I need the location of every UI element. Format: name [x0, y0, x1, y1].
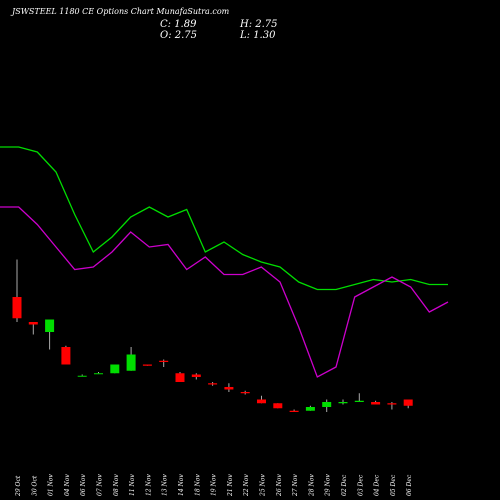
x-tick-label: 13 Nov: [162, 474, 169, 496]
candle: [257, 395, 266, 404]
open-value-label: O: 2.75: [160, 30, 197, 41]
candle-body: [175, 373, 185, 382]
candle-body: [126, 354, 136, 371]
candle: [94, 372, 103, 375]
x-tick-label: 19 Nov: [211, 474, 218, 496]
candle: [371, 400, 381, 405]
candle-body: [273, 403, 283, 409]
candle: [305, 405, 315, 411]
low-value-label: L: 1.30: [239, 30, 276, 41]
x-tick-label: 06 Dec: [406, 474, 413, 496]
candle: [273, 403, 283, 409]
candle: [45, 319, 55, 350]
candle-body: [338, 402, 348, 404]
candle-body: [159, 360, 169, 362]
x-tick-label: 22 Nov: [243, 474, 250, 497]
x-tick-label: 14 Nov: [178, 474, 185, 496]
x-tick-label: 08 Nov: [113, 474, 120, 496]
candle-body: [12, 297, 22, 319]
candle-body: [403, 399, 413, 406]
candle: [208, 382, 218, 386]
x-tick-label: 02 Dec: [341, 474, 348, 496]
candle-body: [371, 402, 381, 405]
candle: [142, 364, 152, 366]
x-tick-label: 28 Nov: [308, 474, 315, 497]
candle-body: [45, 319, 55, 332]
candle-body: [208, 383, 218, 385]
x-tick-label: 21 Nov: [227, 474, 234, 497]
candle-body: [305, 407, 315, 411]
candle: [126, 347, 136, 371]
series-line-1: [0, 146, 448, 291]
candle-body: [142, 364, 152, 366]
candle: [191, 373, 201, 380]
x-tick-label: 01 Nov: [48, 474, 55, 496]
chart-title: JSWSTEEL 1180 CE Options Chart MunafaSut…: [10, 7, 230, 16]
candle: [240, 390, 250, 395]
candle: [338, 399, 348, 405]
candle: [224, 383, 234, 392]
candle-body: [224, 387, 234, 390]
x-tick-label: 07 Nov: [97, 474, 104, 496]
candle-body: [28, 322, 38, 325]
candle: [354, 393, 364, 402]
x-tick-label: 29 Oct: [15, 475, 22, 497]
candle-body: [110, 364, 120, 374]
indicator-lines: [0, 146, 449, 378]
candle-body: [354, 400, 364, 402]
candle-body: [322, 402, 332, 407]
x-tick-label: 26 Nov: [276, 474, 283, 497]
close-value-label: C: 1.89: [160, 19, 197, 30]
candle: [387, 402, 397, 410]
x-tick-label: 04 Nov: [64, 474, 71, 496]
candle: [322, 399, 332, 412]
x-tick-label: 27 Nov: [292, 474, 299, 497]
candle: [175, 372, 185, 382]
x-tick-label: 03 Dec: [357, 474, 364, 496]
x-tick-label: 18 Nov: [194, 474, 201, 496]
x-tick-label: 30 Oct: [31, 475, 38, 496]
candle: [289, 409, 299, 412]
series-line-2: [0, 206, 449, 378]
x-tick-label: 06 Nov: [80, 474, 87, 496]
candle-body: [77, 375, 87, 377]
x-tick-label: 04 Dec: [374, 474, 381, 496]
candle: [77, 374, 87, 377]
candle-body: [289, 410, 299, 412]
candle: [110, 364, 120, 374]
candle: [28, 322, 38, 335]
candles: [12, 259, 413, 412]
x-tick-label: 12 Nov: [145, 474, 152, 496]
x-tick-label: 29 Nov: [325, 474, 332, 497]
x-tick-label: 25 Nov: [260, 474, 267, 497]
x-axis-labels: 29 Oct 30 Oct 01 Nov 04 Nov 06 Nov 07 Nov 08 N…: [15, 474, 413, 497]
x-tick-label: 05 Dec: [390, 474, 397, 496]
candle-body: [191, 374, 201, 377]
candle-body: [240, 392, 250, 394]
candle-body: [61, 347, 71, 365]
candle: [12, 259, 22, 322]
candle-body: [94, 373, 103, 375]
candle: [403, 399, 413, 409]
candle: [159, 359, 169, 367]
x-tick-label: 11 Nov: [129, 474, 136, 496]
candle-body: [387, 403, 397, 405]
candle: [61, 345, 71, 365]
high-value-label: H: 2.75: [239, 19, 278, 30]
candle-body: [257, 399, 266, 404]
